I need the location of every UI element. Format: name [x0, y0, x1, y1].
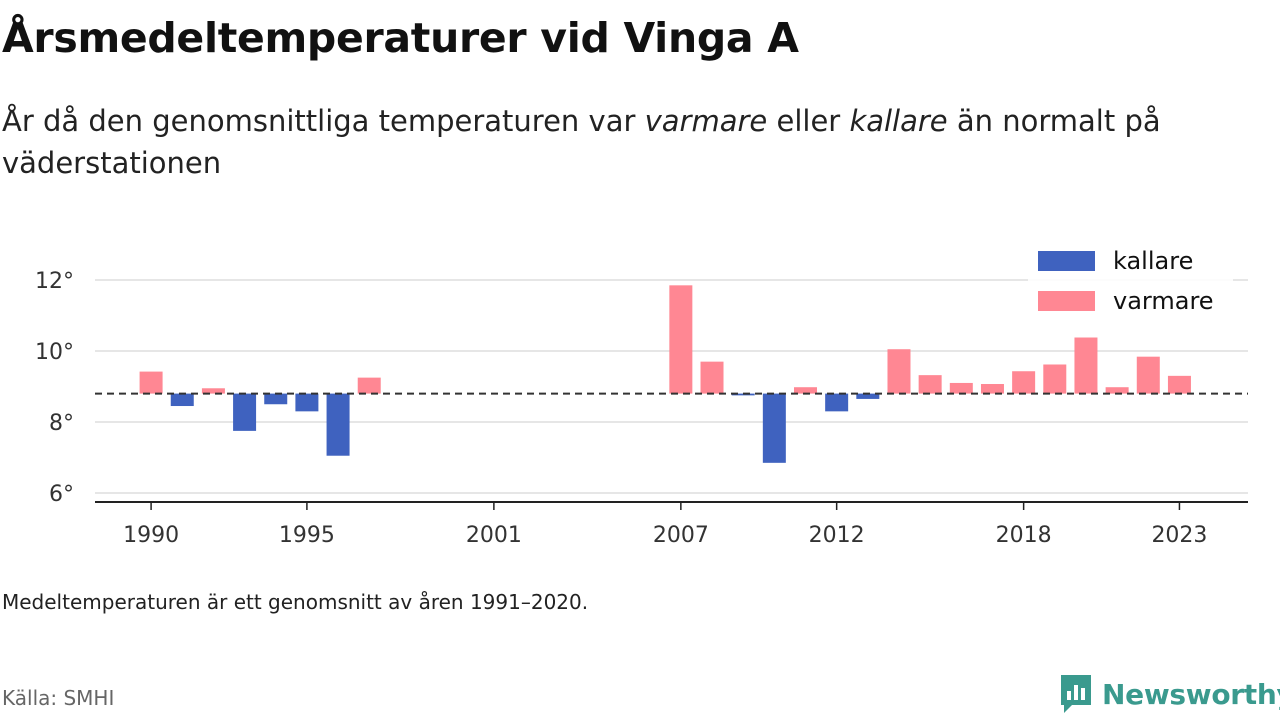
newsworthy-logo-icon [1061, 675, 1091, 713]
brand-name: Newsworthy [1102, 677, 1280, 711]
bar-1996 [326, 393, 350, 456]
chart-title: Årsmedeltemperaturer vid Vinga A [2, 14, 799, 62]
chart-note: Medeltemperaturen är ett genomsnitt av å… [2, 590, 589, 614]
chart-subtitle: År då den genomsnittliga temperaturen va… [2, 100, 1262, 184]
y-tick-label: 10° [35, 340, 74, 365]
bar-2015 [918, 375, 942, 394]
bar-2016 [949, 382, 973, 394]
bar-1990 [139, 371, 163, 394]
bar-1994 [264, 393, 288, 405]
subtitle-cold: kallare [849, 104, 948, 138]
bar-2022 [1136, 356, 1160, 394]
bar-1993 [233, 393, 257, 431]
bar-1995 [295, 393, 319, 412]
legend-swatch-varmare [1038, 291, 1095, 311]
legend-label-kallare: kallare [1113, 247, 1193, 275]
x-tick-label: 2018 [996, 523, 1052, 548]
bar-2008 [700, 361, 724, 394]
bar-2017 [980, 384, 1004, 394]
x-tick-label: 2001 [466, 523, 522, 548]
subtitle-text-3: än normalt på väderstationen [2, 104, 1161, 180]
subtitle-warm: varmare [644, 104, 768, 138]
x-tick-label: 1995 [279, 523, 335, 548]
bar-2011 [793, 387, 817, 394]
y-tick-label: 8° [49, 411, 74, 436]
bar-2012 [825, 393, 849, 412]
bar-2007 [669, 285, 693, 394]
bar-1997 [357, 377, 381, 394]
bar-2021 [1105, 387, 1129, 394]
x-tick-label: 1990 [123, 523, 179, 548]
x-tick-label: 2012 [809, 523, 865, 548]
bar-1992 [201, 388, 225, 394]
x-tick-label: 2007 [653, 523, 709, 548]
bar-2020 [1074, 337, 1098, 394]
brand-logo: Newsworthy [1058, 672, 1280, 716]
bar-2014 [887, 349, 911, 394]
bar-1991 [170, 393, 194, 407]
bar-2010 [762, 393, 786, 463]
bar-2019 [1043, 364, 1067, 394]
subtitle-text-2: eller [767, 104, 850, 138]
x-tick-label: 2023 [1151, 523, 1207, 548]
bar-2013 [856, 393, 880, 399]
legend-swatch-kallare [1038, 251, 1095, 271]
bar-2023 [1167, 375, 1191, 394]
y-tick-label: 12° [35, 269, 74, 294]
chart-source: Källa: SMHI [2, 686, 115, 710]
legend-label-varmare: varmare [1113, 287, 1214, 315]
bar-2018 [1012, 371, 1036, 394]
subtitle-text-1: År då den genomsnittliga temperaturen va… [2, 104, 645, 138]
y-tick-label: 6° [49, 482, 74, 507]
